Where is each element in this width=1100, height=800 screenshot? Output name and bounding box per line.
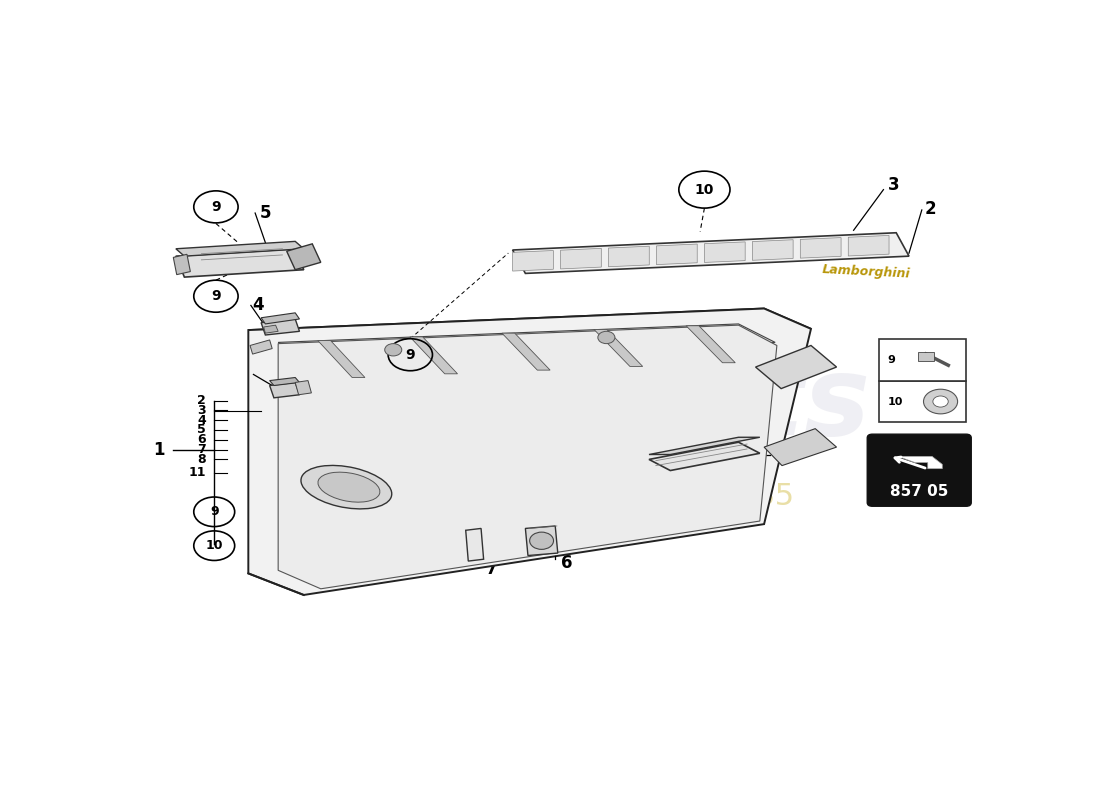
Polygon shape (756, 346, 836, 389)
Polygon shape (270, 382, 299, 398)
Polygon shape (513, 250, 553, 271)
Ellipse shape (318, 472, 380, 502)
Text: 3: 3 (888, 176, 900, 194)
Polygon shape (502, 333, 550, 370)
FancyBboxPatch shape (918, 351, 934, 361)
Text: 3: 3 (197, 404, 206, 417)
Polygon shape (561, 248, 602, 269)
Polygon shape (250, 340, 272, 354)
Polygon shape (649, 438, 760, 454)
Text: 9: 9 (888, 354, 895, 365)
Text: 7: 7 (485, 560, 497, 578)
Polygon shape (649, 442, 760, 470)
Text: 9: 9 (211, 200, 221, 214)
FancyBboxPatch shape (879, 381, 966, 422)
Text: 11: 11 (771, 447, 794, 466)
FancyBboxPatch shape (867, 434, 971, 506)
Text: 12: 12 (267, 405, 285, 418)
Polygon shape (608, 246, 649, 266)
Text: europarts: europarts (256, 350, 871, 458)
Text: 11: 11 (188, 466, 206, 479)
Text: Lamborghini: Lamborghini (822, 262, 911, 280)
Polygon shape (704, 242, 745, 262)
Polygon shape (174, 254, 190, 274)
Text: 5: 5 (260, 204, 271, 222)
Polygon shape (898, 456, 943, 469)
Text: 9: 9 (210, 506, 219, 518)
Polygon shape (270, 378, 299, 386)
Polygon shape (278, 325, 777, 589)
Text: 6: 6 (197, 434, 206, 446)
Polygon shape (657, 244, 697, 265)
Text: 4: 4 (197, 414, 206, 426)
Polygon shape (801, 238, 842, 258)
Polygon shape (249, 309, 811, 350)
Circle shape (933, 396, 948, 407)
Text: 9: 9 (406, 348, 415, 362)
Text: 9: 9 (211, 289, 221, 303)
Polygon shape (176, 249, 304, 277)
Text: 2: 2 (197, 394, 206, 407)
Text: 7: 7 (197, 443, 206, 456)
Text: 1: 1 (153, 441, 165, 458)
Ellipse shape (301, 466, 392, 509)
Text: 5: 5 (197, 423, 206, 436)
Polygon shape (594, 330, 642, 366)
Circle shape (924, 390, 958, 414)
Polygon shape (848, 235, 889, 256)
Polygon shape (764, 429, 836, 466)
Text: a passion for parts since 1985: a passion for parts since 1985 (333, 482, 794, 511)
Polygon shape (176, 242, 304, 256)
Text: 857 05: 857 05 (890, 484, 948, 499)
Polygon shape (278, 324, 776, 361)
Circle shape (530, 532, 553, 550)
Text: 4: 4 (253, 297, 264, 314)
Polygon shape (261, 313, 299, 324)
Polygon shape (410, 337, 458, 374)
Polygon shape (465, 529, 484, 561)
Polygon shape (249, 309, 811, 595)
Polygon shape (261, 319, 299, 335)
Polygon shape (752, 240, 793, 260)
Text: 10: 10 (888, 397, 903, 406)
Text: 10: 10 (695, 182, 714, 197)
Circle shape (598, 331, 615, 344)
Polygon shape (287, 244, 321, 270)
Text: 8: 8 (255, 363, 266, 381)
Polygon shape (686, 326, 735, 362)
Text: 10: 10 (206, 539, 223, 552)
FancyBboxPatch shape (879, 338, 966, 381)
Circle shape (385, 344, 402, 356)
Polygon shape (295, 381, 311, 394)
Text: 2: 2 (924, 200, 936, 218)
Polygon shape (318, 341, 365, 378)
Polygon shape (513, 233, 909, 274)
Text: 8: 8 (197, 453, 206, 466)
Polygon shape (264, 325, 278, 333)
Polygon shape (526, 526, 558, 555)
Text: 6: 6 (561, 554, 572, 572)
